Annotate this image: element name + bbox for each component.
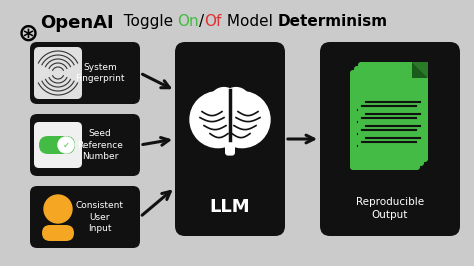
Text: Consistent
User
Input: Consistent User Input [76, 201, 124, 233]
FancyArrowPatch shape [143, 138, 169, 145]
Polygon shape [412, 62, 428, 78]
Circle shape [58, 137, 74, 153]
Circle shape [210, 88, 238, 116]
FancyArrowPatch shape [288, 135, 314, 143]
FancyArrowPatch shape [143, 74, 170, 88]
Text: ⊛: ⊛ [18, 22, 39, 46]
Circle shape [44, 195, 72, 223]
Text: Of: Of [204, 14, 222, 29]
FancyBboxPatch shape [34, 122, 82, 168]
Polygon shape [408, 66, 424, 82]
Text: Reproducible
Output: Reproducible Output [356, 197, 424, 221]
Circle shape [214, 92, 270, 148]
Circle shape [222, 88, 250, 116]
Polygon shape [408, 66, 424, 82]
Text: /: / [199, 14, 204, 29]
FancyBboxPatch shape [34, 47, 82, 99]
Text: Determinism: Determinism [277, 14, 388, 29]
Circle shape [232, 98, 264, 130]
Text: ✓: ✓ [63, 140, 70, 149]
Circle shape [190, 92, 246, 148]
Text: System
Fingerprint: System Fingerprint [75, 63, 125, 84]
FancyBboxPatch shape [354, 66, 424, 166]
FancyBboxPatch shape [175, 42, 285, 236]
Text: Toggle: Toggle [114, 14, 178, 29]
Circle shape [196, 98, 228, 130]
FancyBboxPatch shape [30, 186, 140, 248]
Text: Seed
Reference
Number: Seed Reference Number [77, 129, 123, 161]
FancyBboxPatch shape [42, 225, 74, 241]
FancyBboxPatch shape [320, 42, 460, 236]
FancyBboxPatch shape [225, 142, 235, 156]
Polygon shape [404, 70, 420, 86]
Polygon shape [404, 70, 420, 86]
Text: On: On [178, 14, 199, 29]
FancyBboxPatch shape [30, 42, 140, 104]
Text: OpenAI: OpenAI [40, 14, 114, 32]
Polygon shape [412, 62, 428, 78]
FancyBboxPatch shape [39, 136, 75, 154]
Text: Model: Model [222, 14, 277, 29]
FancyBboxPatch shape [30, 114, 140, 176]
Text: LLM: LLM [210, 198, 250, 216]
FancyBboxPatch shape [350, 70, 420, 170]
FancyBboxPatch shape [358, 62, 428, 162]
FancyArrowPatch shape [142, 192, 170, 215]
